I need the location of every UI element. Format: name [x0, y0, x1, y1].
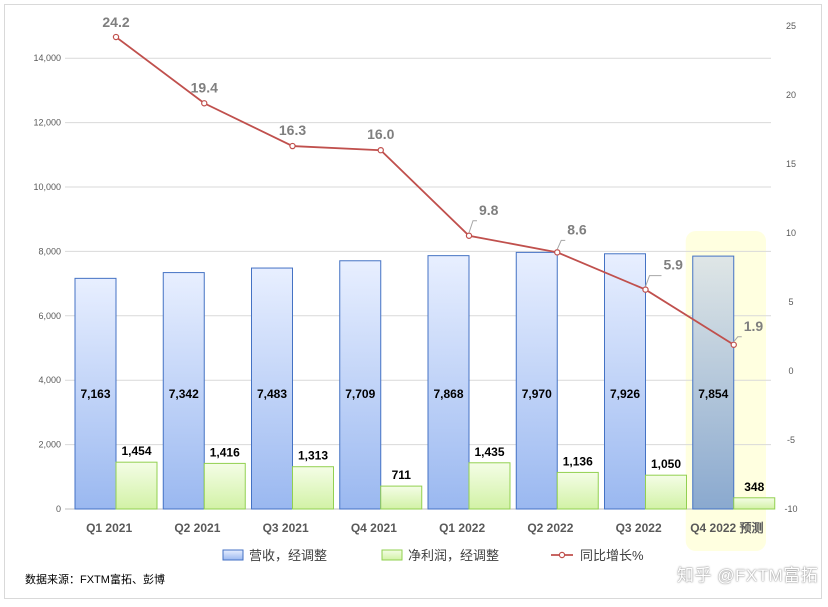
yoy-growth-label: 16.0: [367, 126, 394, 142]
yoy-label-leader: [645, 275, 662, 287]
x-tick-label: Q4 2022 预测: [690, 520, 763, 535]
x-tick-label: Q1 2021: [86, 521, 132, 535]
revenue-bar: [339, 260, 382, 510]
net-profit-bar: [468, 462, 511, 510]
net-profit-bar-label: 1,050: [651, 457, 681, 471]
yoy-growth-point: [289, 142, 296, 150]
y-left-tick-label: 14,000: [33, 53, 61, 63]
revenue-bar-label: 7,854: [698, 387, 728, 401]
yoy-growth-label: 19.4: [191, 79, 218, 95]
y-right-tick-label: 0: [788, 366, 793, 376]
watermark: 知乎 @FXTM富拓: [677, 566, 819, 585]
revenue-bar: [162, 272, 205, 510]
y-left-tick-label: 6,000: [38, 311, 61, 321]
revenue-bar: [427, 255, 470, 510]
net-profit-bar: [733, 497, 776, 510]
legend-swatch-yoy-marker: [558, 551, 566, 559]
revenue-bar-label: 7,970: [522, 387, 552, 401]
x-tick-label: Q4 2021: [351, 521, 397, 535]
y-left-tick-label: 8,000: [38, 246, 61, 256]
yoy-label-leader: [556, 239, 566, 250]
revenue-bar: [74, 277, 117, 510]
y-right-tick-label: -5: [787, 435, 795, 445]
revenue-bar: [251, 267, 293, 510]
legend-swatch-net-profit: [381, 549, 403, 561]
revenue-bar-label: 7,868: [433, 387, 463, 401]
source-note: 数据来源：FXTM富拓、彭博: [25, 574, 165, 586]
revenue-bar-label: 7,926: [610, 387, 640, 401]
yoy-growth-label: 5.9: [664, 257, 684, 273]
x-tick-label: Q3 2022: [616, 521, 662, 535]
net-profit-bar: [115, 461, 158, 510]
revenue-bar-label: 7,342: [169, 387, 199, 401]
y-left-tick-label: 0: [56, 504, 61, 514]
yoy-growth-point: [377, 146, 384, 154]
revenue-bar-label: 7,163: [80, 387, 110, 401]
revenue-bar: [604, 253, 646, 510]
y-right-tick-label: 20: [786, 90, 796, 100]
net-profit-bar: [203, 462, 246, 510]
revenue-bar-label: 7,483: [257, 387, 287, 401]
net-profit-bar-label: 1,435: [474, 445, 504, 459]
yoy-growth-label: 16.3: [279, 122, 306, 138]
legend-label-net-profit: 净利润，经调整: [408, 548, 499, 563]
yoy-growth-point: [112, 33, 120, 41]
net-profit-bar-label: 1,454: [121, 444, 151, 458]
yoy-growth-label: 24.2: [102, 14, 129, 30]
chart-frame: 0 2,000 4,000 6,000 8,000 10,000 12,000 14,000 -…: [4, 4, 822, 599]
yoy-growth-point: [642, 286, 649, 293]
chart: 0 2,000 4,000 6,000 8,000 10,000 12,000 14,000 -…: [33, 14, 797, 563]
yoy-growth-point: [554, 249, 561, 256]
net-profit-bar: [556, 471, 599, 510]
net-profit-bar: [645, 474, 687, 510]
yoy-growth-label: 9.8: [479, 202, 499, 218]
net-profit-bar-label: 1,313: [298, 449, 328, 463]
yoy-growth-point: [465, 232, 473, 239]
net-profit-bar-label: 1,416: [210, 445, 240, 459]
yoy-growth-point: [201, 100, 208, 107]
revenue-bar: [692, 255, 735, 510]
yoy-growth-label: 8.6: [567, 221, 587, 237]
yoy-label-leader: [733, 336, 742, 343]
revenue-bar: [515, 251, 558, 510]
legend-label-yoy: 同比增长%: [580, 548, 644, 563]
net-profit-bar-label: 348: [744, 480, 764, 494]
y-right-tick-label: 25: [786, 21, 796, 31]
yoy-growth-label: 1.9: [744, 318, 764, 334]
net-profit-bar: [380, 485, 423, 510]
y-left-tick-label: 12,000: [33, 118, 61, 128]
y-right-tick-label: 15: [786, 159, 796, 169]
legend-swatch-revenue: [222, 549, 244, 561]
x-tick-label: Q1 2022: [439, 521, 485, 535]
y-right-tick-label: 10: [786, 228, 796, 238]
y-left-tick-label: 2,000: [38, 440, 61, 450]
y-left-tick-label: 4,000: [38, 375, 61, 385]
yoy-growth-line: [115, 36, 735, 346]
yoy-growth-point: [730, 341, 737, 348]
y-right-tick-label: 5: [788, 297, 793, 307]
y-right-tick-label: -10: [784, 504, 797, 514]
net-profit-bar-label: 1,136: [563, 454, 593, 468]
net-profit-bar-label: 711: [392, 468, 412, 482]
net-profit-bar: [292, 466, 334, 510]
x-tick-label: Q2 2021: [174, 521, 220, 535]
yoy-label-leader: [468, 220, 477, 233]
revenue-bar-label: 7,709: [345, 387, 375, 401]
legend-label-revenue: 营收，经调整: [249, 548, 327, 563]
y-left-tick-label: 10,000: [33, 182, 61, 192]
x-tick-label: Q3 2021: [263, 521, 309, 535]
x-tick-label: Q2 2022: [527, 521, 573, 535]
